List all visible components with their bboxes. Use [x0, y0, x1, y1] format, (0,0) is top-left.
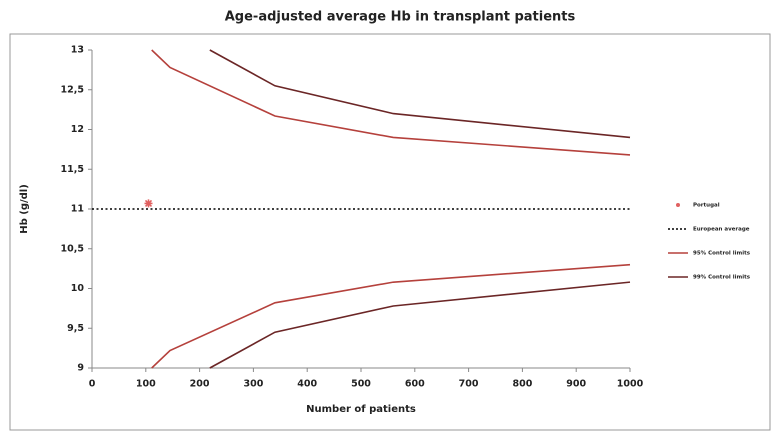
x-tick-label: 400	[297, 379, 317, 390]
y-tick-label: 13	[71, 45, 84, 56]
y-tick-label: 9	[77, 363, 84, 374]
legend-label: 99% Control limits	[693, 275, 751, 281]
legend-label: 95% Control limits	[693, 251, 751, 257]
y-tick-label: 12,5	[61, 84, 84, 95]
y-tick-label: 12	[71, 124, 84, 135]
chart-border	[9, 33, 771, 431]
y-axis-label: Hb (g/dl)	[19, 184, 30, 234]
data-point	[144, 199, 153, 208]
y-tick-label: 11,5	[61, 164, 84, 175]
x-tick-label: 900	[566, 379, 586, 390]
legend-label: Portugal	[693, 203, 720, 209]
y-tick-label: 11	[71, 204, 84, 215]
chart-title: Age-adjusted average Hb in transplant pa…	[225, 10, 576, 25]
x-tick-label: 600	[405, 379, 425, 390]
x-tick-label: 500	[351, 379, 371, 390]
upper-limit-line	[151, 49, 631, 156]
y-tick-label: 9,5	[67, 323, 84, 334]
x-tick-label: 200	[190, 379, 210, 390]
x-tick-label: 300	[243, 379, 263, 390]
legend-marker	[676, 203, 680, 207]
legend-label: European average	[693, 227, 750, 233]
x-tick-label: 1000	[617, 379, 644, 390]
y-tick-label: 10,5	[61, 243, 84, 254]
lower-limit-line	[151, 263, 631, 369]
x-tick-label: 700	[459, 379, 479, 390]
x-tick-label: 0	[89, 379, 96, 390]
x-tick-label: 100	[136, 379, 156, 390]
upper-limit-line	[209, 49, 631, 139]
y-tick-label: 10	[71, 283, 85, 294]
x-tick-label: 800	[512, 379, 532, 390]
lower-limit-line	[209, 281, 631, 369]
x-axis-label: Number of patients	[306, 404, 416, 415]
